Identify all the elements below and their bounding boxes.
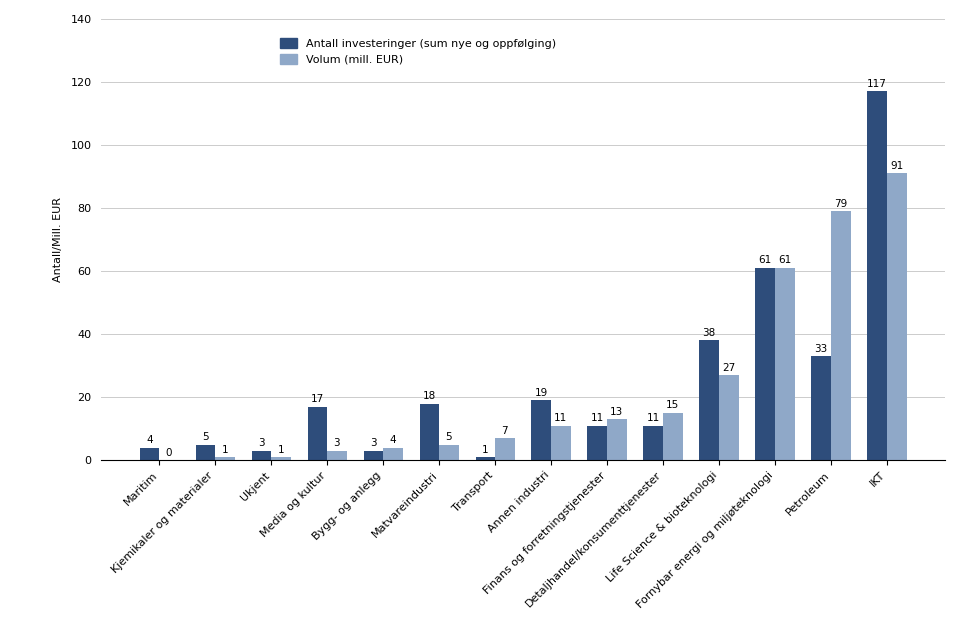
Bar [327,451,347,460]
Bar [364,451,383,460]
Bar [307,407,327,460]
Text: 38: 38 [703,328,716,338]
Bar [700,341,719,460]
Bar [887,174,906,460]
Text: 33: 33 [815,344,828,354]
Bar [868,91,887,460]
Bar [663,413,683,460]
Bar [139,448,159,460]
Bar [532,401,551,460]
Bar [495,438,515,460]
Bar [215,457,235,460]
Bar [643,426,663,460]
Bar [420,404,439,460]
Text: 91: 91 [890,161,903,171]
Bar [775,268,795,460]
Text: 1: 1 [482,444,489,454]
Text: 5: 5 [202,432,208,442]
Text: 61: 61 [758,256,772,266]
Text: 1: 1 [277,444,284,454]
Text: 1: 1 [222,444,228,454]
Bar [831,211,851,460]
Text: 11: 11 [590,413,604,423]
Text: 4: 4 [146,435,153,445]
Bar [383,448,402,460]
Text: 79: 79 [834,199,848,209]
Text: 117: 117 [867,79,887,89]
Bar [811,356,831,460]
Text: 5: 5 [445,432,452,442]
Bar [475,457,495,460]
Text: 11: 11 [647,413,660,423]
Text: 15: 15 [666,401,680,411]
Bar [719,375,738,460]
Text: 0: 0 [166,448,172,458]
Bar [196,444,215,460]
Text: 3: 3 [370,438,376,448]
Text: 17: 17 [311,394,324,404]
Text: 18: 18 [422,391,436,401]
Text: 19: 19 [535,388,548,398]
Bar [551,426,570,460]
Bar [607,419,627,460]
Y-axis label: Antall/Mill. EUR: Antall/Mill. EUR [54,197,63,282]
Text: 7: 7 [501,426,508,436]
Text: 11: 11 [554,413,567,423]
Text: 13: 13 [611,407,623,417]
Text: 3: 3 [258,438,265,448]
Bar [588,426,607,460]
Bar [271,457,291,460]
Text: 61: 61 [779,256,791,266]
Bar [252,451,271,460]
Legend: Antall investeringer (sum nye og oppfølging), Volum (mill. EUR): Antall investeringer (sum nye og oppfølg… [276,33,560,69]
Text: 4: 4 [390,435,396,445]
Text: 27: 27 [722,362,735,372]
Bar [756,268,775,460]
Bar [439,444,459,460]
Text: 3: 3 [334,438,340,448]
